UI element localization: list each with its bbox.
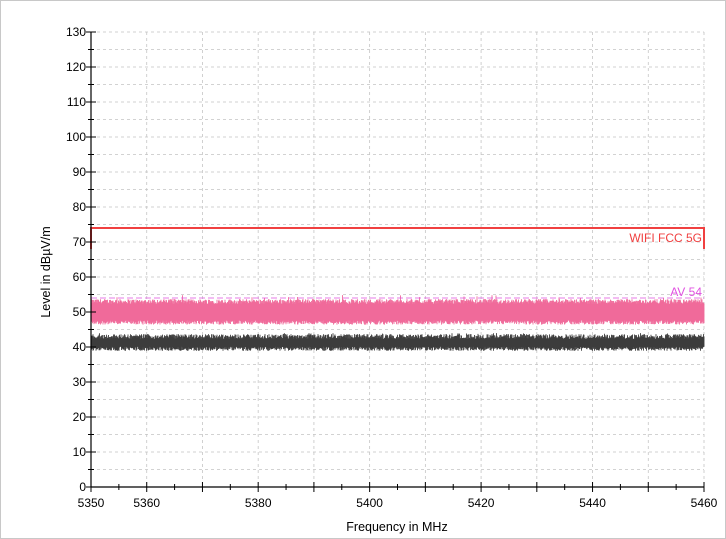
x-axis-title: Frequency in MHz (346, 520, 447, 534)
y-tick-label: 10 (73, 445, 87, 459)
y-tick-label: 130 (66, 25, 86, 39)
y-tick-label: 70 (73, 235, 87, 249)
y-tick-label: 60 (73, 270, 87, 284)
y-tick-label: 50 (73, 305, 87, 319)
limit-label-wifi-fcc-5g: WIFI FCC 5G (629, 231, 702, 245)
x-tick-label: 5360 (133, 496, 160, 510)
x-tick-label: 5420 (468, 496, 495, 510)
series-peak-trace (90, 295, 705, 325)
series-band-core (91, 340, 704, 345)
x-tick-label: 5380 (245, 496, 272, 510)
x-tick-label: 5350 (78, 496, 105, 510)
limit-label-av54: AV 54 (670, 285, 702, 299)
y-tick-label: 0 (79, 480, 86, 494)
series-average-trace (90, 333, 705, 351)
limit-lines: WIFI FCC 5G AV 54 (90, 227, 705, 299)
x-tick-label: 5440 (579, 496, 606, 510)
series-layer (90, 295, 705, 351)
limit-line-wifi-fcc-5g (90, 227, 705, 249)
tick-labels: 0 10 20 30 40 50 60 70 80 90 100 110 120 130 5350 5360 5… (66, 25, 718, 510)
y-tick-label: 100 (66, 130, 86, 144)
y-tick-label: 40 (73, 340, 87, 354)
x-tick-label: 5400 (356, 496, 383, 510)
y-tick-label: 20 (73, 410, 87, 424)
y-axis-title: Level in dBµV/m (39, 226, 53, 317)
grid (91, 31, 705, 487)
x-tick-label: 5460 (691, 496, 718, 510)
y-tick-label: 120 (66, 60, 86, 74)
y-tick-label: 30 (73, 375, 87, 389)
axes (86, 31, 705, 492)
y-tick-label: 80 (73, 200, 87, 214)
y-tick-label: 110 (67, 95, 86, 109)
y-tick-label: 90 (73, 165, 87, 179)
series-band-core (91, 305, 704, 319)
